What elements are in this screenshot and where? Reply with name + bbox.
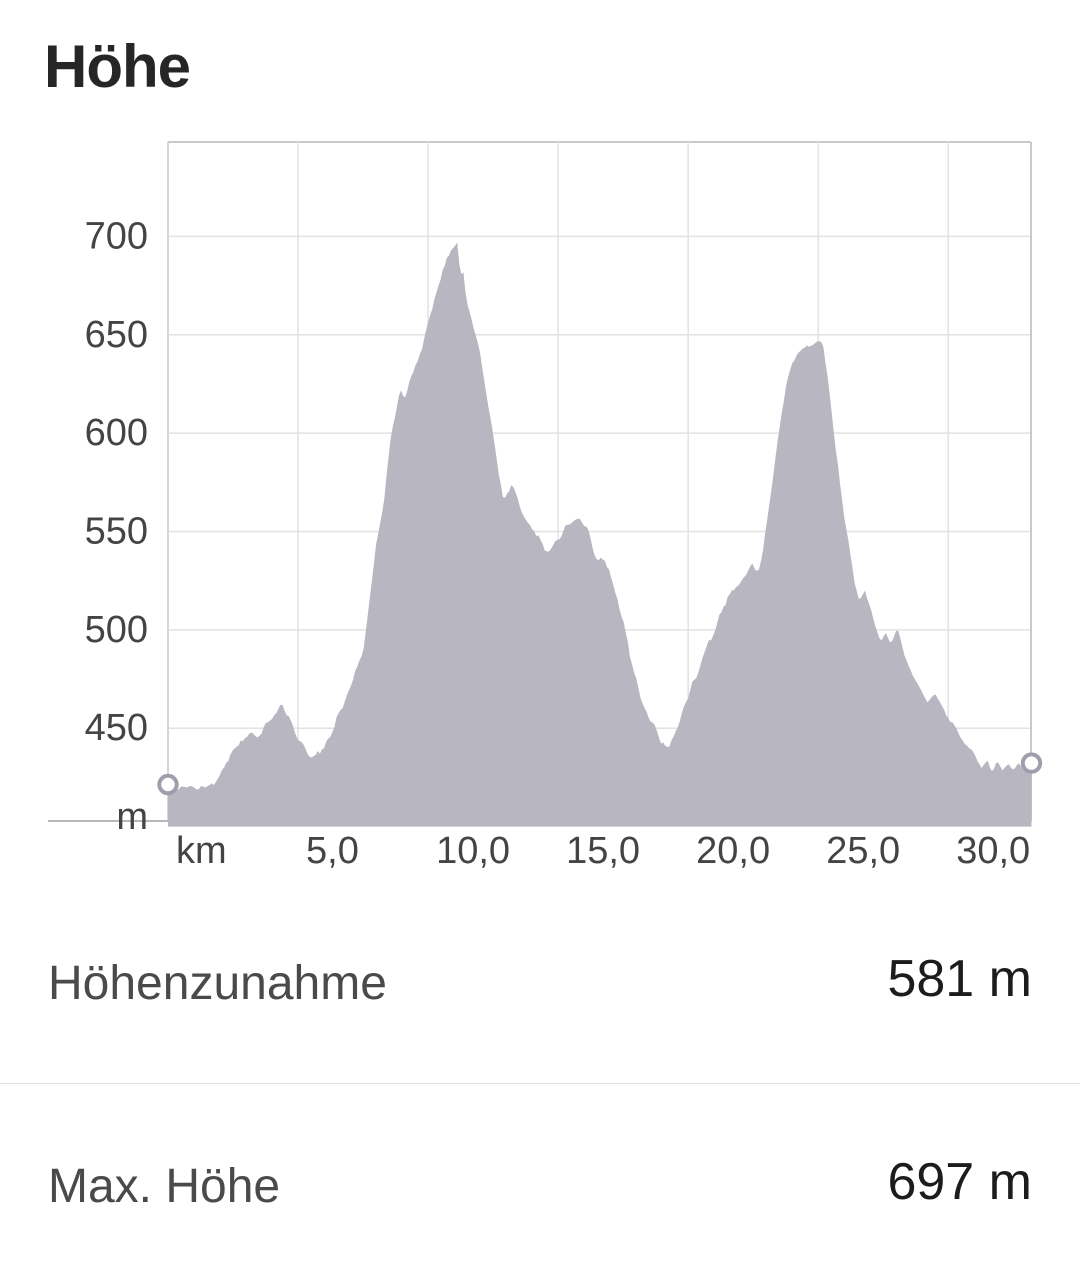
svg-text:30,0: 30,0	[956, 830, 1030, 872]
svg-text:450: 450	[85, 707, 148, 749]
svg-text:25,0: 25,0	[826, 830, 900, 872]
svg-text:10,0: 10,0	[436, 830, 510, 872]
svg-text:700: 700	[85, 215, 148, 257]
svg-text:15,0: 15,0	[566, 830, 640, 872]
svg-text:20,0: 20,0	[696, 830, 770, 872]
svg-text:5,0: 5,0	[306, 830, 359, 872]
svg-text:600: 600	[85, 412, 148, 454]
svg-text:650: 650	[85, 314, 148, 356]
svg-text:m: m	[116, 796, 148, 838]
svg-text:550: 550	[85, 510, 148, 552]
svg-text:500: 500	[85, 609, 148, 651]
svg-text:km: km	[176, 830, 227, 872]
